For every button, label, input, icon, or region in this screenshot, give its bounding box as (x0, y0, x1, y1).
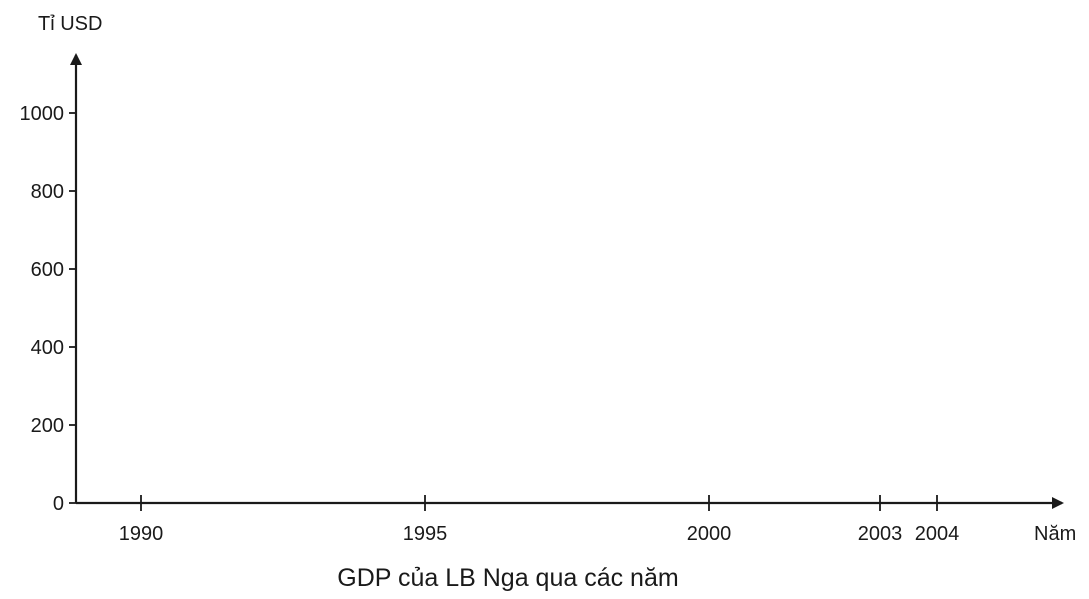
y-tick-label: 1000 (20, 103, 65, 125)
y-tick-label: 800 (31, 181, 64, 203)
x-tick-label: 2003 (858, 523, 903, 545)
x-axis-title: Năm (1034, 523, 1076, 545)
chart-title: GDP của LB Nga qua các năm (337, 564, 678, 592)
x-tick-label: 1990 (119, 523, 164, 545)
y-tick-label: 0 (53, 493, 64, 515)
y-axis-title: Tỉ USD (38, 13, 102, 35)
x-axis-ticks: 1990 1995 2000 2003 2004 (119, 495, 960, 545)
x-tick-label: 2004 (915, 523, 960, 545)
y-tick-label: 200 (31, 415, 64, 437)
y-tick-label: 600 (31, 259, 64, 281)
x-tick-label: 2000 (687, 523, 732, 545)
x-tick-label: 1995 (403, 523, 448, 545)
y-axis-ticks: 0 200 400 600 800 1000 (20, 103, 76, 515)
y-tick-label: 400 (31, 337, 64, 359)
